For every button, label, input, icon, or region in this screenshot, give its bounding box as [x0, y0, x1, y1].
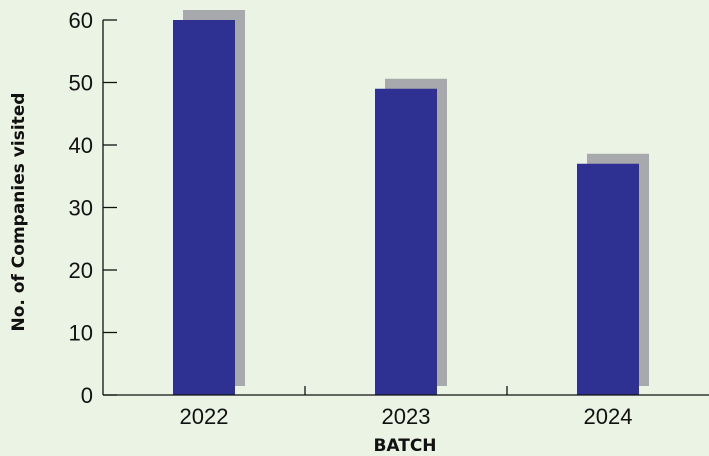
- y-tick-label-20: 20: [69, 258, 93, 283]
- x-tick-label-2024: 2024: [584, 404, 633, 429]
- y-axis-ticks: 0 10 20 30 40 50 60: [69, 8, 117, 408]
- y-tick-label-40: 40: [69, 133, 93, 158]
- y-tick-label-50: 50: [69, 71, 93, 96]
- y-tick-label-10: 10: [69, 321, 93, 346]
- x-axis-ticks: 2022 2023 2024: [180, 386, 633, 429]
- y-tick-label-60: 60: [69, 8, 93, 33]
- bar-2022: [173, 20, 235, 395]
- bar-2023: [375, 88, 437, 395]
- y-tick-label-30: 30: [69, 196, 93, 221]
- bars: [173, 20, 639, 395]
- y-axis-title: No. of Companies visited: [9, 93, 29, 332]
- x-tick-label-2022: 2022: [180, 404, 229, 429]
- y-tick-label-0: 0: [81, 383, 93, 408]
- x-tick-label-2023: 2023: [382, 404, 431, 429]
- x-axis-title: BATCH: [373, 436, 436, 456]
- bar-2024: [577, 163, 639, 395]
